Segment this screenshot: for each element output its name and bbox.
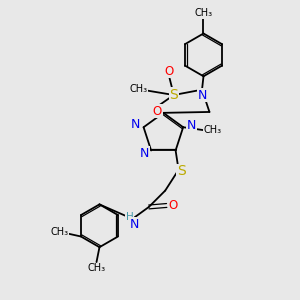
Text: S: S bbox=[177, 164, 186, 178]
Text: O: O bbox=[165, 65, 174, 78]
Text: CH₃: CH₃ bbox=[129, 84, 147, 94]
Text: N: N bbox=[197, 88, 207, 101]
Text: CH₃: CH₃ bbox=[203, 125, 221, 135]
Text: CH₃: CH₃ bbox=[194, 8, 213, 18]
Text: CH₃: CH₃ bbox=[50, 227, 68, 237]
Text: CH₃: CH₃ bbox=[87, 263, 106, 273]
Text: N: N bbox=[130, 118, 140, 131]
Text: N: N bbox=[187, 119, 196, 132]
Text: S: S bbox=[169, 88, 178, 102]
Text: H: H bbox=[126, 212, 134, 222]
Text: O: O bbox=[153, 105, 162, 118]
Text: N: N bbox=[130, 218, 140, 231]
Text: O: O bbox=[169, 199, 178, 212]
Text: N: N bbox=[140, 147, 149, 160]
